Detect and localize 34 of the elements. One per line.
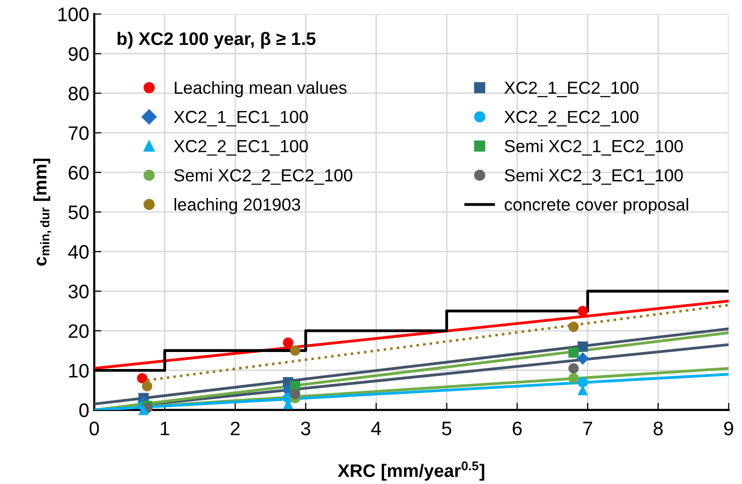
legend-label: Semi XC2_2_EC2_100 bbox=[174, 168, 352, 185]
x-tick-label: 0 bbox=[90, 422, 99, 436]
y-tick-label: 100 bbox=[58, 8, 89, 22]
x-tick-label: 9 bbox=[724, 422, 734, 436]
y-axis-title: c$_{min,dur}$ [mm] bbox=[33, 158, 52, 266]
y-tick-label: 20 bbox=[68, 324, 89, 338]
x-tick-label: 8 bbox=[654, 422, 663, 436]
y-tick-label: 70 bbox=[68, 126, 89, 140]
legend-label: XC2_2_EC2_100 bbox=[504, 110, 638, 126]
x-tick-label: 4 bbox=[371, 422, 382, 436]
x-tick-label: 7 bbox=[583, 422, 592, 436]
y-tick-label: 80 bbox=[68, 86, 89, 100]
legend-label: Leaching mean values bbox=[174, 81, 347, 98]
y-tick-label: 10 bbox=[69, 364, 89, 378]
y-tick-label: 90 bbox=[68, 47, 89, 61]
x-tick-label: 3 bbox=[301, 422, 310, 436]
legend-label: concrete cover proposal bbox=[504, 198, 688, 214]
x-tick-label: 2 bbox=[230, 422, 240, 436]
legend-label: XC2_1_EC2_100 bbox=[504, 82, 638, 98]
legend-label: leaching 201903 bbox=[174, 198, 300, 214]
y-tick-label: 60 bbox=[68, 166, 89, 180]
x-tick-label: 1 bbox=[160, 422, 170, 436]
y-tick-label: 30 bbox=[68, 284, 89, 298]
text: b) XC2 100 year, β ≥ 1.5 bbox=[118, 32, 316, 49]
x-tick-label: 6 bbox=[512, 422, 522, 436]
legend-label: Semi XC2_1_EC2_100 bbox=[504, 140, 683, 156]
y-tick-label: 0 bbox=[79, 403, 89, 418]
x-axis-title: XRC [mm/year$^{0.5}$] bbox=[338, 461, 484, 481]
legend-label: Semi XC2_3_EC1_100 bbox=[504, 168, 683, 185]
y-tick-label: 50 bbox=[68, 205, 89, 220]
y-tick-label: 40 bbox=[68, 245, 89, 259]
x-tick-label: 5 bbox=[442, 422, 452, 436]
legend-label: XC2_1_EC1_100 bbox=[174, 110, 308, 126]
legend-label: XC2_2_EC1_100 bbox=[174, 140, 308, 156]
